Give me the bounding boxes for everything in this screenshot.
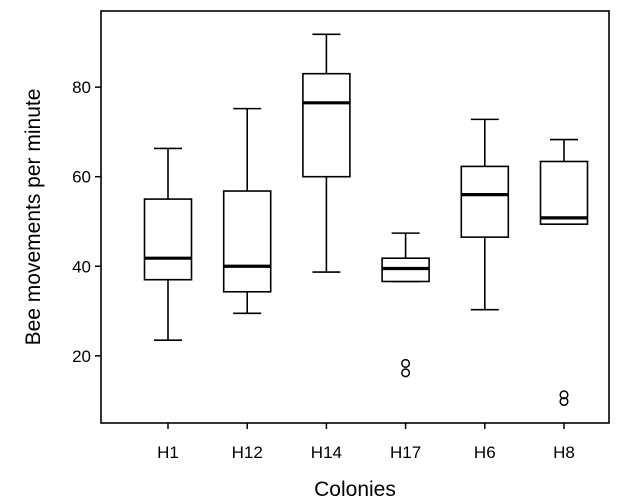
x-tick-label: H8 <box>553 443 575 462</box>
outlier-point <box>559 390 569 400</box>
y-axis-title: Bee movements per minute <box>22 89 45 346</box>
y-axis: 20 40 60 80 <box>72 78 101 366</box>
y-tick-label: 60 <box>72 168 91 187</box>
x-tick-label: H17 <box>390 443 421 462</box>
y-tick-label: 80 <box>72 78 91 97</box>
box-h17 <box>381 232 430 378</box>
plot-frame <box>100 10 610 424</box>
y-tick-label: 40 <box>72 257 91 276</box>
x-tick-label: H6 <box>474 443 496 462</box>
x-tick-label: H14 <box>311 443 342 462</box>
box-h8 <box>539 138 589 407</box>
boxes <box>143 33 589 407</box>
iqr-box <box>302 72 351 178</box>
x-tick-label: H12 <box>232 443 263 462</box>
iqr-box <box>222 190 272 293</box>
x-axis: H1 H12 H14 H17 H6 H8 <box>157 423 575 462</box>
box-h12 <box>222 107 272 315</box>
outlier-point <box>401 358 411 368</box>
x-tick-label: H1 <box>157 443 179 462</box>
box-h6 <box>460 118 510 311</box>
iqr-box <box>143 198 193 281</box>
box-h14 <box>302 33 351 273</box>
y-tick-label: 20 <box>72 347 91 366</box>
iqr-box <box>539 160 589 225</box>
outlier-point <box>559 396 569 407</box>
box-h1 <box>143 147 193 341</box>
x-axis-title: Colonies <box>314 478 396 501</box>
outlier-point <box>401 368 411 378</box>
iqr-box <box>460 165 510 238</box>
